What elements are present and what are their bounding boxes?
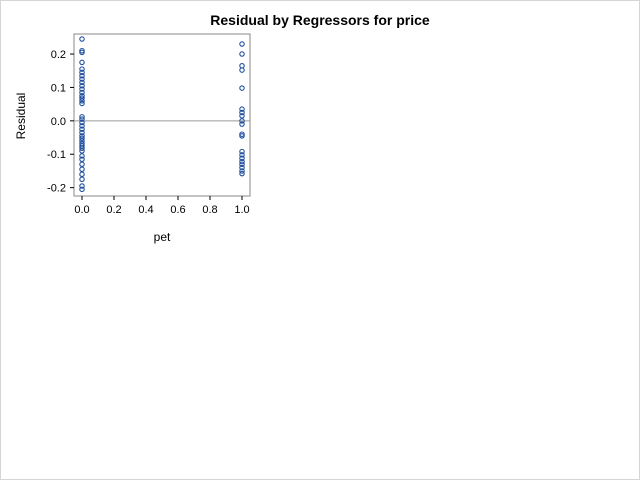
data-point [79,79,85,86]
data-point [239,51,245,57]
y-axis: -0.2 -0.1 0.0 0.1 0.2 [47,49,74,195]
data-point [239,62,245,69]
data-point [79,138,85,144]
data-point [79,73,85,79]
data-point [79,47,85,54]
data-point [239,121,245,127]
x-axis-label: pet [154,230,171,244]
data-point [79,186,85,193]
data-point [79,126,85,132]
x-tick-label: 0.2 [106,204,121,216]
data-point [239,133,245,139]
x-tick-label: 0.4 [138,204,153,216]
data-point [239,106,245,112]
data-point [79,95,85,101]
chart-title: Residual by Regressors for price [210,12,430,28]
data-point [79,66,85,72]
data-point [79,36,85,42]
data-point [79,153,85,159]
data-point [79,156,85,163]
x-tick-label: 0.8 [202,204,217,216]
x-tick-label: 0.0 [74,204,89,216]
data-point [239,118,245,124]
data-point [239,85,245,91]
data-point [79,161,85,168]
data-point [239,168,245,174]
data-point [79,183,85,189]
y-tick-label: -0.1 [47,149,66,161]
data-point [79,76,85,82]
data-point [239,161,245,168]
data-point [239,170,245,177]
data-point [79,116,85,122]
data-point [79,133,85,139]
data-point [79,100,85,107]
data-points-layer [79,36,245,193]
data-point [79,114,85,120]
data-point [239,113,245,119]
data-point [79,69,85,76]
data-point [239,131,245,137]
data-point [79,176,85,183]
data-point [239,152,245,158]
data-point [79,93,85,99]
data-point [79,166,85,173]
data-point [79,49,85,56]
x-tick-label: 0.6 [170,204,185,216]
data-point [79,119,85,126]
data-point [79,89,85,96]
data-point [239,155,245,162]
data-point [79,83,85,89]
y-axis-label: Residual [14,93,28,140]
data-point [79,145,85,151]
y-tick-label: 0.2 [51,49,66,61]
data-point [239,148,245,155]
x-axis: 0.0 0.2 0.4 0.6 0.8 1.0 [74,196,250,216]
data-point [79,148,85,154]
data-point [239,158,245,165]
data-point [239,67,245,73]
data-point [239,41,245,47]
data-point [79,129,85,136]
data-point [79,86,85,92]
data-point [239,109,245,116]
plot-area-frame [73,33,251,197]
y-tick-label: -0.2 [47,183,66,195]
data-point [79,171,85,178]
data-point [79,98,85,104]
data-point [79,143,85,149]
y-tick-label: 0.1 [51,82,66,94]
data-point [79,123,85,129]
y-tick-label: 0.0 [51,116,66,128]
data-point [79,135,85,141]
data-point [79,59,85,66]
x-tick-label: 1.0 [234,204,249,216]
data-point [239,164,245,171]
